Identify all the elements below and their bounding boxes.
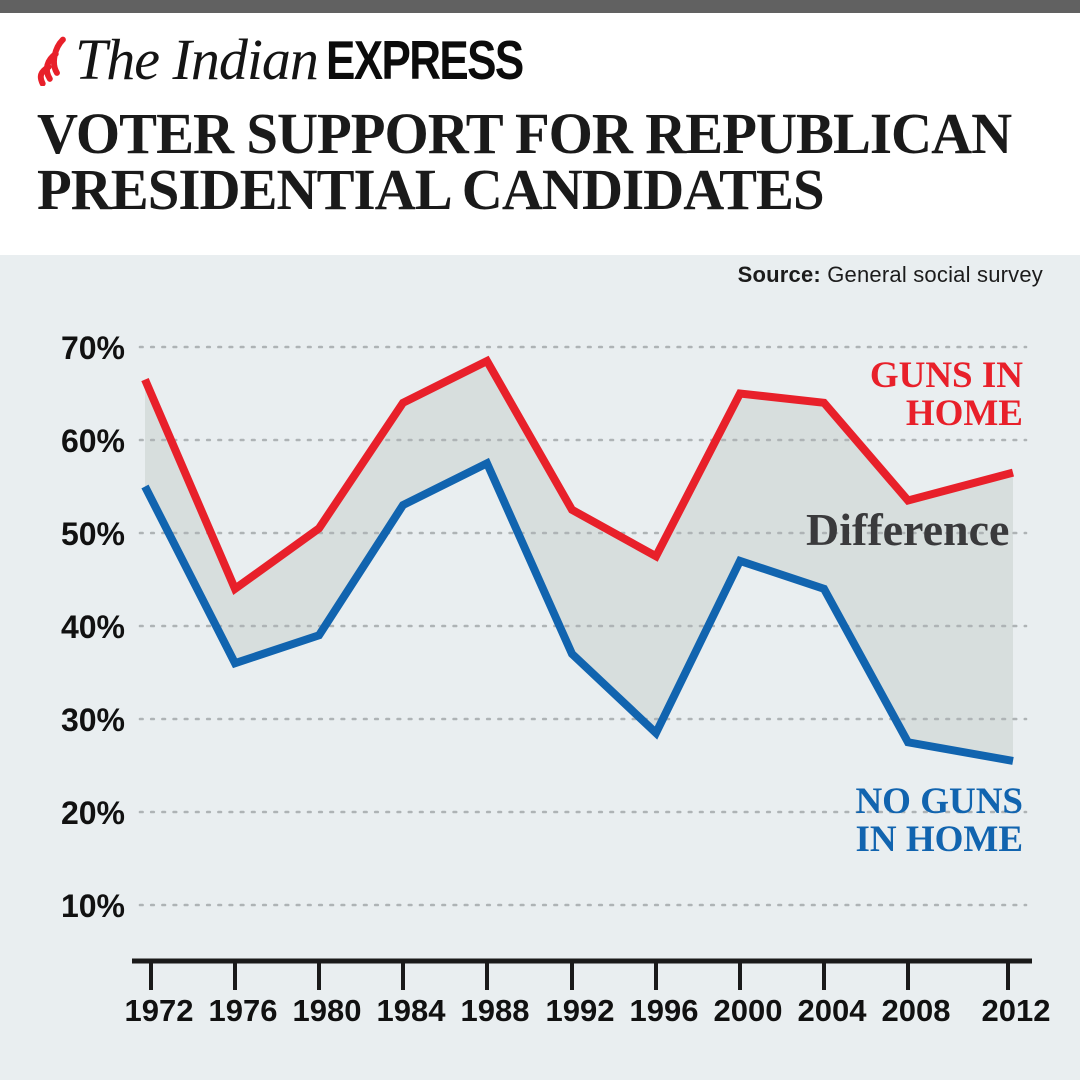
x-axis-label-1984: 1984: [377, 993, 447, 1028]
series-label-no-guns-in-home: NO GUNS IN HOME: [855, 781, 1023, 860]
x-axis-label-1976: 1976: [209, 993, 278, 1028]
y-axis-label-40: 40%: [61, 609, 125, 645]
page-title-line2: PRESIDENTIAL CANDIDATES: [37, 157, 825, 222]
x-axis-label-1980: 1980: [293, 993, 362, 1028]
band-label-difference: Difference: [806, 504, 1010, 555]
x-axis-label-1996: 1996: [630, 993, 699, 1028]
source-text: General social survey: [820, 262, 1043, 287]
brand-name-serif: The Indian: [75, 27, 319, 92]
y-axis-label-70: 70%: [61, 330, 125, 366]
top-accent-bar: [0, 0, 1080, 13]
y-axis-label-10: 10%: [61, 888, 125, 924]
y-axis-label-20: 20%: [61, 795, 125, 831]
source-label: Source:: [737, 262, 821, 287]
x-axis-label-2012: 2012: [982, 993, 1051, 1028]
x-axis-label-2008: 2008: [882, 993, 951, 1028]
y-axis-label-30: 30%: [61, 702, 125, 738]
source-attribution: Source: General social survey: [738, 262, 1043, 288]
x-axis-label-1988: 1988: [461, 993, 530, 1028]
x-axis-label-1972: 1972: [125, 993, 194, 1028]
x-axis-label-2000: 2000: [714, 993, 783, 1028]
area-chart: 70% 60% 50% 40% 30% 20% 10% 1972 1976 1980 1984 198…: [61, 330, 1051, 1028]
x-axis-label-1992: 1992: [546, 993, 615, 1028]
line-guns-in-home: [141, 355, 1015, 595]
y-axis-label-60: 60%: [61, 423, 125, 459]
brand-name-sans: EXPRESS: [325, 29, 524, 91]
newspaper-masthead: The Indian EXPRESS: [36, 27, 572, 92]
page-title-line1: VOTER SUPPORT FOR REPUBLICAN: [37, 101, 1012, 166]
x-axis-label-2004: 2004: [798, 993, 868, 1028]
y-axis-label-50: 50%: [61, 516, 125, 552]
line-no-guns-in-home: [141, 457, 1014, 765]
chart-section: Source: General social survey 70% 60% 50% 4…: [0, 255, 1080, 1080]
indian-express-flame-icon: [37, 36, 66, 86]
page-title: VOTER SUPPORT FOR REPUBLICAN PRESIDENTIA…: [37, 101, 1056, 222]
series-label-guns-in-home: GUNS IN HOME: [869, 355, 1023, 434]
difference-band: [145, 361, 1013, 761]
